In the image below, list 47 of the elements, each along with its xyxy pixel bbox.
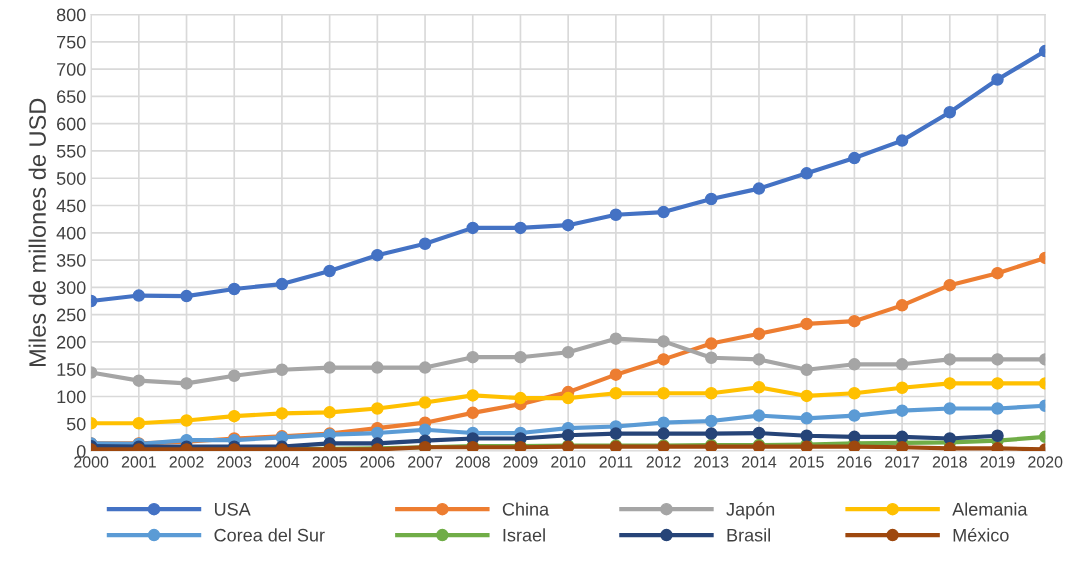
x-tick-label: 2015 <box>789 456 824 468</box>
legend-label: China <box>502 502 550 516</box>
x-tick-label: 2014 <box>742 456 777 468</box>
x-tick-label: 2016 <box>837 456 872 468</box>
x-tick-label: 2019 <box>980 456 1015 468</box>
y-tick-label: 500 <box>56 172 86 185</box>
y-tick-label: 50 <box>66 417 86 431</box>
x-tick-label: 2003 <box>217 456 252 468</box>
y-tick-label: 600 <box>57 117 86 131</box>
legend-label: México <box>953 528 1009 542</box>
legend-label: USA <box>214 502 251 516</box>
y-tick-label: 700 <box>57 63 86 76</box>
y-tick-label: 450 <box>56 199 86 213</box>
y-tick-label: 250 <box>57 308 86 322</box>
x-tick-label: 2017 <box>885 456 920 468</box>
y-tick-label: 150 <box>57 363 86 376</box>
legend-label: Japón <box>726 502 775 520</box>
x-tick-label: 2010 <box>551 456 586 468</box>
legend-label: Israel <box>503 528 545 542</box>
x-tick-label: 2011 <box>599 456 633 468</box>
y-tick-label: 550 <box>56 144 86 158</box>
legend-label: Alemania <box>952 502 1028 516</box>
x-tick-label: 2007 <box>408 456 443 468</box>
y-tick-label: 800 <box>56 8 86 22</box>
y-tick-label: 100 <box>57 390 86 404</box>
y-tick-label: 650 <box>57 90 86 104</box>
y-tick-label: 400 <box>56 226 86 240</box>
x-tick-label: 2009 <box>503 456 538 468</box>
x-tick-label: 2020 <box>1028 456 1063 468</box>
y-tick-label: 0 <box>76 444 86 458</box>
x-tick-label: 2008 <box>455 456 490 468</box>
x-tick-label: 2002 <box>169 456 204 468</box>
x-tick-label: 2000 <box>74 456 109 468</box>
y-tick-label: 750 <box>57 35 86 49</box>
legend-label: Corea del Sur <box>214 528 325 542</box>
y-tick-label: 350 <box>56 254 86 267</box>
x-tick-label: 2005 <box>312 456 347 468</box>
x-tick-label: 2012 <box>646 456 681 468</box>
x-tick-label: 2013 <box>694 456 729 468</box>
y-axis-title: Miles de millones de USD <box>28 98 46 367</box>
legend-label: Brasil <box>727 528 770 542</box>
x-tick-label: 2018 <box>932 456 967 468</box>
x-tick-label: 2006 <box>360 456 395 468</box>
y-tick-label: 200 <box>57 335 86 349</box>
y-tick-label: 300 <box>56 281 86 295</box>
x-tick-label: 2001 <box>121 456 156 468</box>
x-tick-label: 2004 <box>264 456 300 468</box>
